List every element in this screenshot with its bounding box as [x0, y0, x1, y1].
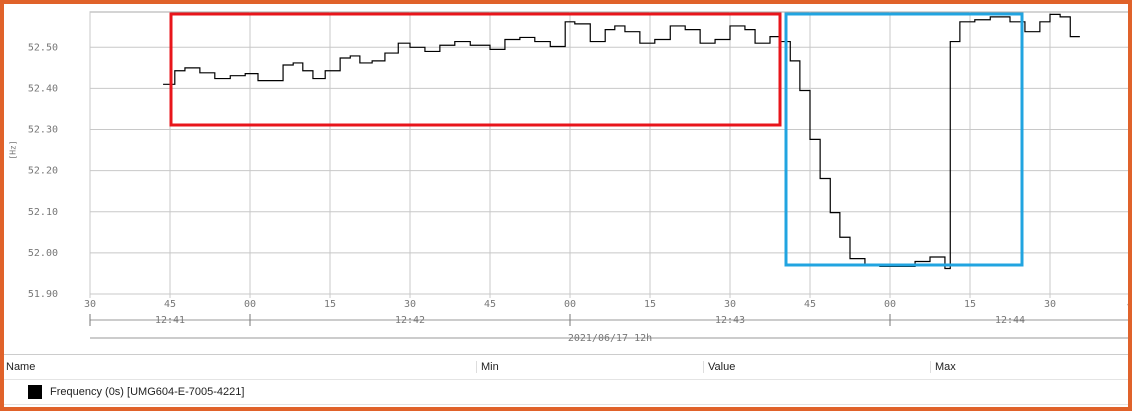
highlight-box — [169, 12, 782, 127]
x-tick-label: 45 — [804, 299, 816, 310]
series-name: Frequency (0s) [UMG604-E-7005-4221] — [50, 385, 245, 398]
table-header: Name Min Value Max — [4, 354, 1128, 380]
minute-label: 12:41 — [155, 315, 185, 326]
minute-label: 12:43 — [715, 315, 745, 326]
x-tick-label: 4 — [1127, 299, 1132, 310]
y-tick-label: 51.90 — [28, 289, 58, 300]
y-tick-label: 52.00 — [28, 248, 58, 259]
y-tick-label: 52.50 — [28, 42, 58, 53]
x-tick-label: 15 — [964, 299, 976, 310]
column-header[interactable]: Max — [930, 361, 1128, 373]
x-tick-label: 45 — [484, 299, 496, 310]
table-row[interactable]: Frequency (0s) [UMG604-E-7005-4221] — [4, 380, 1128, 405]
series-swatch — [28, 385, 42, 399]
column-header[interactable]: Value — [703, 361, 930, 373]
column-header[interactable]: Min — [476, 361, 703, 373]
x-tick-label: 15 — [644, 299, 656, 310]
x-tick-label: 30 — [404, 299, 416, 310]
y-tick-label: 52.20 — [28, 166, 58, 177]
x-tick-label: 45 — [164, 299, 176, 310]
x-tick-label: 30 — [724, 299, 736, 310]
y-tick-label: 52.40 — [28, 83, 58, 94]
date-label: 2021/06/17 12h — [568, 333, 652, 344]
x-tick-label: 00 — [244, 299, 256, 310]
chart: [Hz] 51.90 52.00 52.10 52.20 52.30 52.40 52.50… — [9, 11, 1132, 344]
column-header[interactable]: Name — [6, 361, 36, 373]
legend-table: Name Min Value Max Frequency (0s) [UMG60… — [4, 354, 1128, 405]
x-tick-label: 00 — [564, 299, 576, 310]
y-tick-label: 52.10 — [28, 207, 58, 218]
y-axis-label: [Hz] — [9, 140, 18, 159]
x-tick-label: 00 — [884, 299, 896, 310]
plot-area — [89, 11, 1128, 295]
y-tick-label: 52.30 — [28, 125, 58, 136]
highlight-box — [784, 12, 1024, 267]
x-tick-label: 30 — [1044, 299, 1056, 310]
minute-label: 12:42 — [395, 315, 425, 326]
series-line — [163, 13, 1080, 270]
minute-label: 12:44 — [995, 315, 1025, 326]
x-tick-label: 15 — [324, 299, 336, 310]
name-cell: Frequency (0s) [UMG604-E-7005-4221] — [4, 385, 476, 399]
x-tick-label: 30 — [84, 299, 96, 310]
